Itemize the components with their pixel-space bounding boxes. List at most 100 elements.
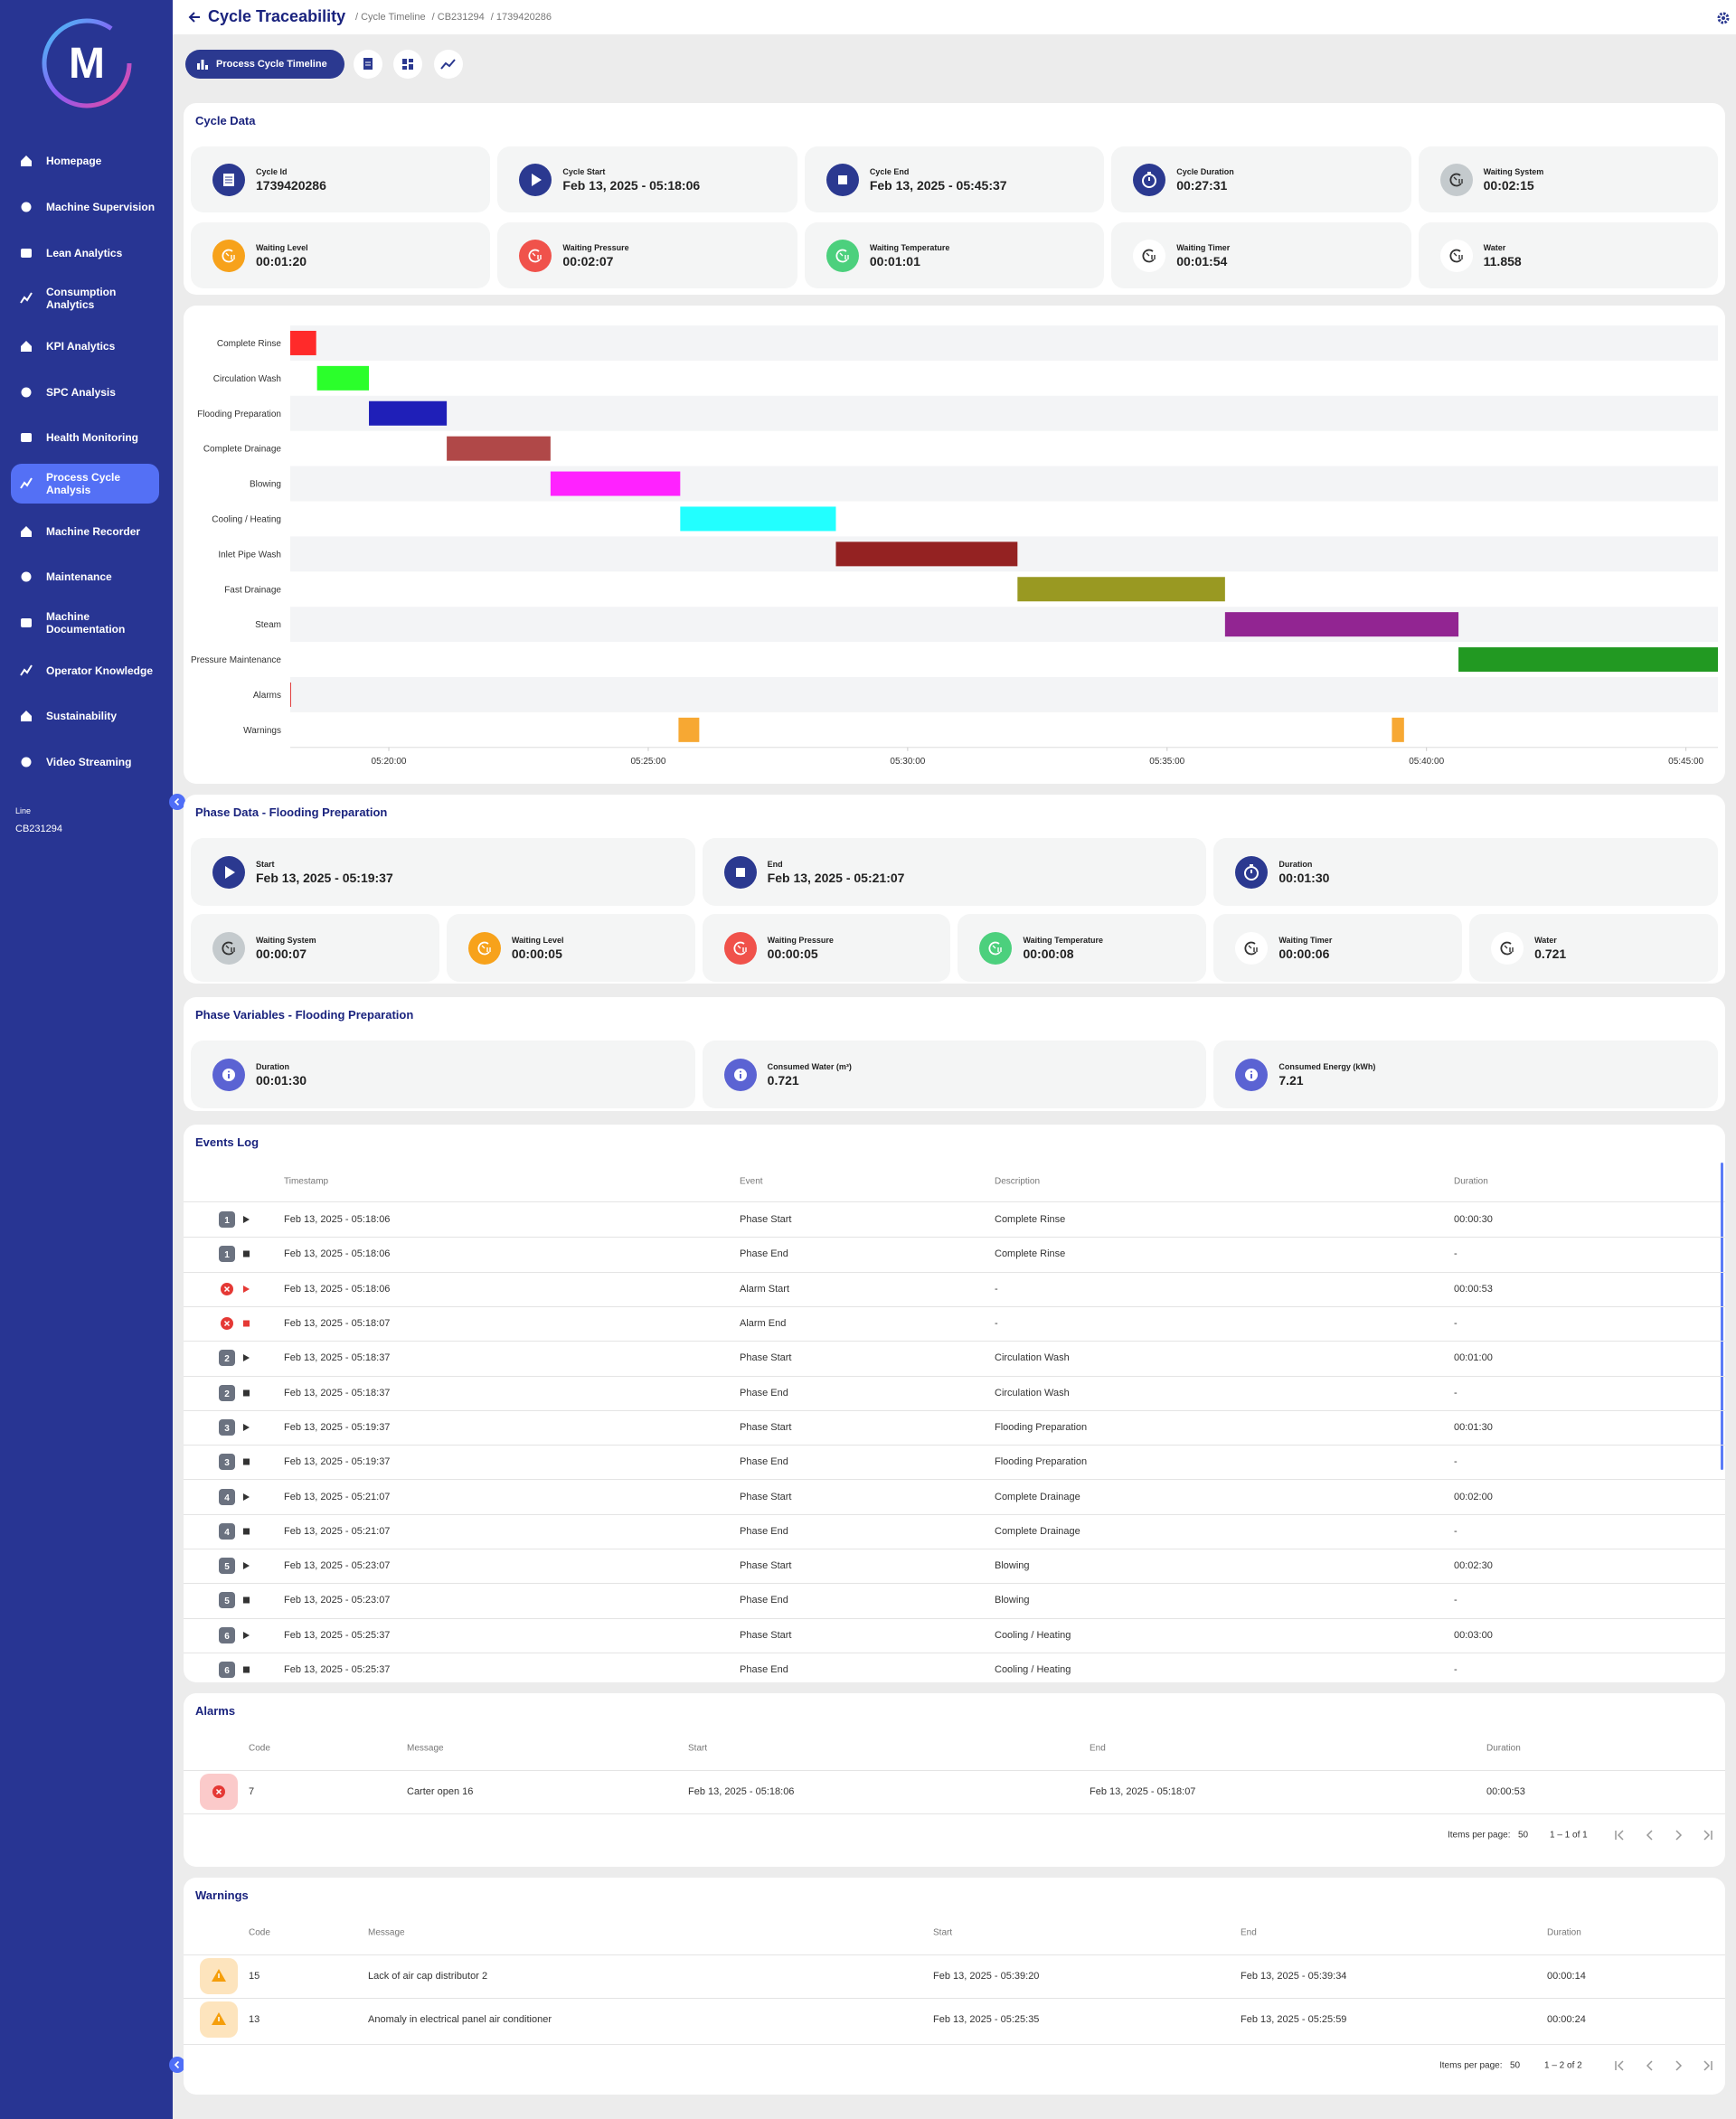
card-label: Water — [1534, 935, 1557, 945]
column-header: Code — [249, 1743, 270, 1754]
page-button[interactable] — [1675, 2060, 1683, 2071]
icon-glyph — [222, 249, 234, 262]
column-header: Description — [995, 1176, 1041, 1187]
nav-item[interactable]: Maintenance — [11, 557, 159, 597]
warning-icon — [200, 2001, 238, 2038]
event-cell: Feb 13, 2025 - 05:25:37 — [284, 1664, 391, 1676]
card-icon — [1235, 1058, 1269, 1091]
icon-glyph — [1146, 252, 1156, 259]
card-icon — [723, 931, 757, 965]
dashboard-button[interactable] — [393, 50, 422, 79]
items-per-page[interactable]: 50 — [1510, 2060, 1521, 2071]
start-icon — [243, 1493, 250, 1501]
phase-badge-number: 4 — [224, 1493, 230, 1503]
card-value: 0.721 — [767, 1072, 799, 1088]
event-cell: 00:02:30 — [1454, 1560, 1493, 1572]
breadcrumb-item[interactable]: / 1739420286 — [490, 12, 552, 23]
nav-item[interactable]: Homepage — [11, 141, 159, 181]
card-icon — [723, 1058, 757, 1091]
breadcrumb-item[interactable]: / CB231294 — [431, 12, 485, 23]
card-icon — [1491, 931, 1524, 965]
info-card: End Feb 13, 2025 - 05:21:07 — [702, 838, 1207, 906]
logo: M — [42, 18, 132, 108]
nav-item[interactable]: Operator Knowledge — [11, 651, 159, 691]
nav-text: KPI Analytics — [46, 340, 116, 353]
icon-glyph — [528, 249, 542, 262]
event-icons: 2 — [219, 1384, 250, 1401]
timeline-button[interactable]: Process Cycle Timeline — [185, 50, 344, 79]
nav-item[interactable]: Sustainability — [11, 696, 159, 736]
end-icon — [243, 1389, 250, 1397]
nav-text: Machine Supervision — [46, 201, 156, 213]
table-cell: 13 — [249, 2014, 260, 2025]
page-button[interactable] — [1703, 2060, 1712, 2071]
row-line — [184, 1409, 1725, 1411]
nav-item[interactable]: Machine Supervision — [11, 187, 159, 227]
back-button[interactable] — [187, 10, 202, 24]
event-cell: Phase End — [740, 1525, 788, 1537]
card-value: 00:01:20 — [256, 253, 307, 268]
nav-item[interactable]: Video Streaming — [11, 742, 159, 782]
header-line — [184, 1770, 1725, 1771]
nav-item[interactable]: KPI Analytics — [11, 326, 159, 366]
settings-button[interactable] — [1716, 11, 1731, 25]
info-card: Waiting Timer 00:00:06 — [1213, 914, 1463, 982]
card-label: Waiting System — [256, 935, 316, 945]
event-cell: Feb 13, 2025 - 05:25:37 — [284, 1629, 391, 1641]
end-icon — [243, 1250, 250, 1257]
page-button[interactable] — [1703, 1830, 1712, 1841]
icon-shape — [21, 526, 32, 537]
section-title: Alarms — [195, 1704, 236, 1718]
row-label: Inlet Pipe Wash — [218, 550, 281, 560]
icon-shape — [21, 757, 32, 768]
page-button[interactable] — [1646, 2060, 1653, 2071]
event-cell: - — [1454, 1248, 1458, 1260]
table-cell: Feb 13, 2025 - 05:25:59 — [1241, 2014, 1347, 2025]
row-band — [290, 607, 1718, 643]
icon-glyph — [1449, 249, 1462, 262]
page-button[interactable] — [1646, 1830, 1653, 1841]
card-label: Cycle Id — [256, 166, 288, 176]
logo-text: M — [69, 40, 105, 88]
row-line — [184, 2044, 1725, 2045]
nav-item[interactable]: Consumption Analytics — [11, 278, 159, 318]
column-header: Message — [368, 1927, 405, 1938]
icon-glyph — [1453, 176, 1463, 184]
x-tick-label: 05:30:00 — [890, 757, 925, 767]
event-cell: Feb 13, 2025 - 05:19:37 — [284, 1421, 391, 1433]
icon-glyph — [739, 1070, 741, 1072]
start-icon — [243, 1354, 250, 1362]
page-button[interactable] — [1615, 1830, 1624, 1841]
nav-item[interactable]: Machine Recorder — [11, 512, 159, 551]
page-button[interactable] — [1615, 2060, 1624, 2071]
card-value: 11.858 — [1483, 253, 1522, 268]
phase-badge-number: 3 — [224, 1458, 230, 1468]
collapse-button[interactable] — [168, 2056, 186, 2074]
event-icons — [221, 1317, 250, 1331]
icon-shape — [20, 292, 33, 304]
nav-item[interactable]: SPC Analysis — [11, 372, 159, 412]
breadcrumb-item[interactable]: / Cycle Timeline — [355, 12, 426, 23]
nav-icon — [21, 387, 32, 398]
phase-bar — [316, 365, 370, 391]
nav-item[interactable]: Process Cycle Analysis — [11, 464, 159, 504]
x-tick-label: 05:25:00 — [630, 757, 665, 767]
nav-item[interactable]: Machine Documentation — [11, 603, 159, 643]
event-cell: Circulation Wash — [995, 1352, 1070, 1364]
nav-item[interactable]: Lean Analytics — [11, 233, 159, 273]
icon-glyph — [733, 941, 746, 955]
event-cell: Phase Start — [740, 1352, 792, 1364]
document-button[interactable] — [354, 50, 382, 79]
icon-glyph — [225, 945, 235, 952]
row-line — [184, 1617, 1725, 1619]
event-cell: Feb 13, 2025 - 05:23:07 — [284, 1595, 391, 1606]
page-button[interactable] — [1675, 1830, 1683, 1841]
items-per-page[interactable]: 50 — [1518, 1830, 1529, 1841]
icon-glyph — [532, 252, 542, 259]
event-cell: - — [1454, 1456, 1458, 1468]
collapse-button[interactable] — [168, 793, 186, 811]
trend-button[interactable] — [434, 50, 463, 79]
event-cell: Phase Start — [740, 1560, 792, 1572]
page-title: Cycle Traceability — [208, 7, 346, 25]
nav-item[interactable]: Health Monitoring — [11, 418, 159, 457]
